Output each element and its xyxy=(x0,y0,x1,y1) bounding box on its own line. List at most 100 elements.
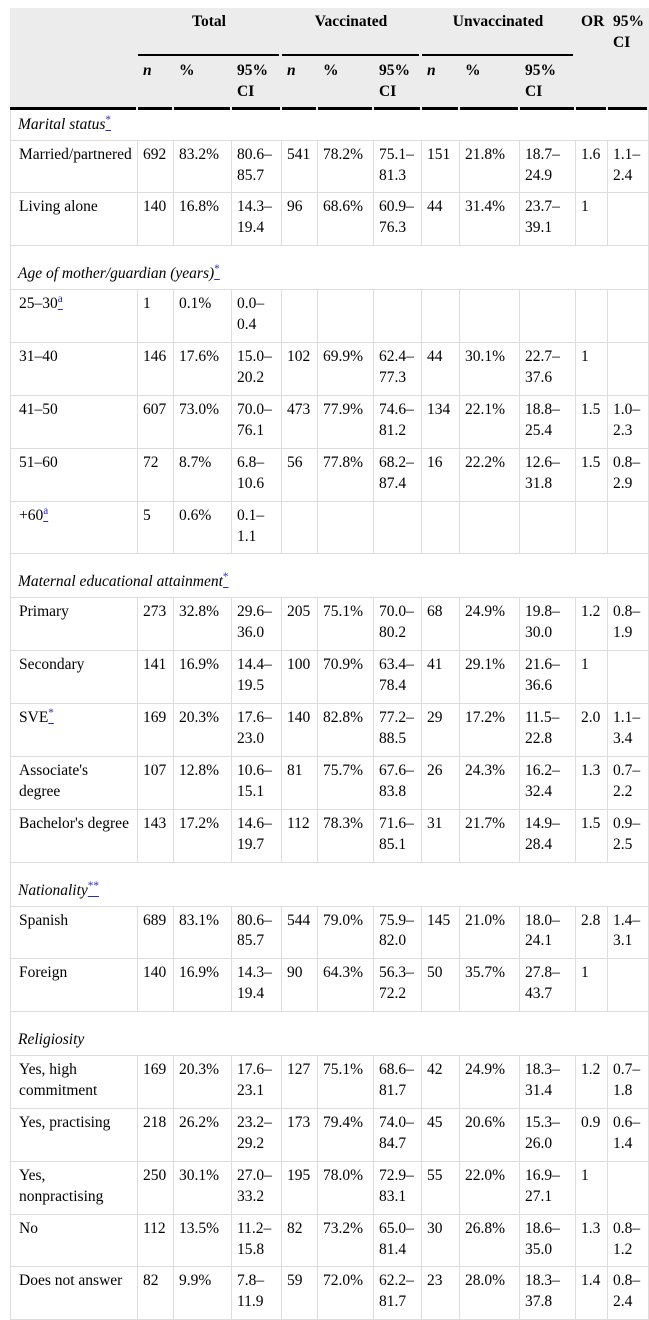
table-row: Does not answer 82 9.9% 7.8–11.9 59 72.0% 62.2… xyxy=(10,1267,649,1320)
cell-unvacc-pct: 30.1% xyxy=(460,343,521,396)
table-row: Married/partnered 692 83.2% 80.6–85.7 541 78.… xyxy=(10,140,649,194)
cell-or: 2.8 xyxy=(576,906,609,960)
cell-total-n: 82 xyxy=(138,1267,174,1320)
cell-vacc-pct xyxy=(318,501,374,555)
table-row: Living alone 140 16.8% 14.3–19.4 96 68.6% 60.9… xyxy=(10,193,649,247)
row-label: 41–50 xyxy=(10,395,138,449)
cell-unvacc-ci: 19.8–30.0 xyxy=(520,598,577,652)
row-label: Yes, practising xyxy=(10,1108,138,1162)
cell-unvacc-ci: 23.7–39.1 xyxy=(520,193,577,247)
cell-total-ci: 80.6–85.7 xyxy=(232,140,282,194)
cell-unvacc-ci: 12.6–31.8 xyxy=(520,448,577,502)
cell-unvacc-ci: 27.8–43.7 xyxy=(520,959,577,1013)
table-row: 41–50 607 73.0% 70.0–76.1 473 77.9% 74.6–81.2 1… xyxy=(10,395,649,449)
cell-total-n: 218 xyxy=(138,1108,174,1162)
cell-vacc-n: 59 xyxy=(282,1267,318,1320)
footnote-link[interactable]: * xyxy=(48,707,54,726)
cell-vacc-n: 112 xyxy=(282,809,318,863)
cell-unvacc-n: 30 xyxy=(422,1214,461,1268)
cell-vacc-pct xyxy=(318,290,374,344)
cell-vacc-ci: 67.6–83.8 xyxy=(374,756,423,810)
section-header-row: Age of mother/guardian (years)* xyxy=(10,259,649,291)
footnote-link[interactable]: a xyxy=(58,293,63,312)
cell-vacc-ci: 56.3–72.2 xyxy=(374,959,423,1013)
table-row: Primary 273 32.8% 29.6–36.0 205 75.1% 70.0–80.… xyxy=(10,598,649,652)
subheader-unvacc-pct: % xyxy=(460,55,521,110)
cell-total-pct: 8.7% xyxy=(174,448,232,502)
cell-unvacc-n: 26 xyxy=(422,756,461,810)
subheader-vacc-n: n xyxy=(282,55,318,110)
row-label: Primary xyxy=(10,598,138,652)
cell-vacc-n: 127 xyxy=(282,1056,318,1109)
table-row: 25–30a 1 0.1% 0.0–0.4 xyxy=(10,290,649,344)
cell-vacc-ci: 74.6–81.2 xyxy=(374,395,423,449)
cell-vacc-n: 473 xyxy=(282,395,318,449)
section-title: Age of mother/guardian (years)* xyxy=(10,259,649,291)
cell-total-ci: 23.2–29.2 xyxy=(232,1108,282,1162)
cell-unvacc-ci: 21.6–36.6 xyxy=(520,651,577,705)
cell-total-pct: 0.1% xyxy=(174,290,232,344)
row-label: Secondary xyxy=(10,651,138,705)
cell-unvacc-n xyxy=(422,290,461,344)
cell-total-n: 250 xyxy=(138,1161,174,1215)
cell-vacc-n: 140 xyxy=(282,704,318,757)
cell-vacc-pct: 75.7% xyxy=(318,756,374,810)
section-header-row: Nationality** xyxy=(10,875,649,907)
footnote-link[interactable]: * xyxy=(105,114,111,133)
cell-or-ci: 1.0–2.3 xyxy=(608,395,649,449)
cell-vacc-pct: 64.3% xyxy=(318,959,374,1013)
cell-vacc-n: 100 xyxy=(282,651,318,705)
row-label: Foreign xyxy=(10,959,138,1013)
cell-unvacc-pct: 24.9% xyxy=(460,598,521,652)
cell-vacc-ci xyxy=(374,501,423,555)
cell-vacc-pct: 69.9% xyxy=(318,343,374,396)
table-row: Foreign 140 16.9% 14.3–19.4 90 64.3% 56.3–72.2… xyxy=(10,959,649,1013)
section-title: Religiosity xyxy=(10,1025,649,1057)
cell-vacc-ci: 68.2–87.4 xyxy=(374,448,423,502)
column-header-or-ci: 95% CI xyxy=(608,8,649,56)
cell-unvacc-ci: 15.3–26.0 xyxy=(520,1108,577,1162)
footnote-link[interactable]: * xyxy=(214,264,220,282)
cell-unvacc-pct: 21.8% xyxy=(460,140,521,194)
cell-total-n: 140 xyxy=(138,959,174,1013)
cell-vacc-ci: 75.9–82.0 xyxy=(374,906,423,960)
cell-or-ci xyxy=(608,959,649,1013)
cell-or-ci: 1.4–3.1 xyxy=(608,906,649,960)
cell-vacc-ci: 70.0–80.2 xyxy=(374,598,423,652)
cell-or-ci: 0.9–2.5 xyxy=(608,809,649,863)
cell-vacc-pct: 82.8% xyxy=(318,704,374,757)
footnote-link[interactable]: * xyxy=(223,572,229,590)
cell-vacc-ci: 71.6–85.1 xyxy=(374,809,423,863)
cell-or: 1.2 xyxy=(576,598,609,652)
cell-unvacc-ci: 11.5–22.8 xyxy=(520,704,577,757)
section-spacer xyxy=(10,862,649,876)
cell-vacc-n: 96 xyxy=(282,193,318,247)
section-header-row: Religiosity xyxy=(10,1025,649,1057)
row-label: 31–40 xyxy=(10,343,138,396)
subheader-total-pct: % xyxy=(174,55,232,110)
section-spacer-row xyxy=(10,1012,649,1026)
cell-unvacc-ci: 16.9–27.1 xyxy=(520,1161,577,1215)
cell-vacc-n: 82 xyxy=(282,1214,318,1268)
cell-unvacc-pct: 21.0% xyxy=(460,906,521,960)
cell-unvacc-ci: 18.3–31.4 xyxy=(520,1056,577,1109)
cell-total-pct: 16.9% xyxy=(174,651,232,705)
footnote-link[interactable]: a xyxy=(43,505,48,524)
cell-unvacc-n: 23 xyxy=(422,1267,461,1320)
cell-total-n: 689 xyxy=(138,906,174,960)
cell-unvacc-ci: 18.7–24.9 xyxy=(520,140,577,194)
cell-or: 1.4 xyxy=(576,1267,609,1320)
cell-total-n: 72 xyxy=(138,448,174,502)
footnote-link[interactable]: ** xyxy=(88,880,99,899)
cell-unvacc-ci: 22.7–37.6 xyxy=(520,343,577,396)
cell-or: 1 xyxy=(576,959,609,1013)
cell-vacc-ci xyxy=(374,290,423,344)
column-group-total: Total xyxy=(138,8,282,56)
section-spacer-row xyxy=(10,246,649,260)
cell-vacc-ci: 62.4–77.3 xyxy=(374,343,423,396)
cell-total-n: 607 xyxy=(138,395,174,449)
cell-or-ci: 0.8–1.2 xyxy=(608,1214,649,1268)
cell-or: 1.6 xyxy=(576,140,609,194)
cell-or: 1 xyxy=(576,651,609,705)
row-label: Living alone xyxy=(10,193,138,247)
